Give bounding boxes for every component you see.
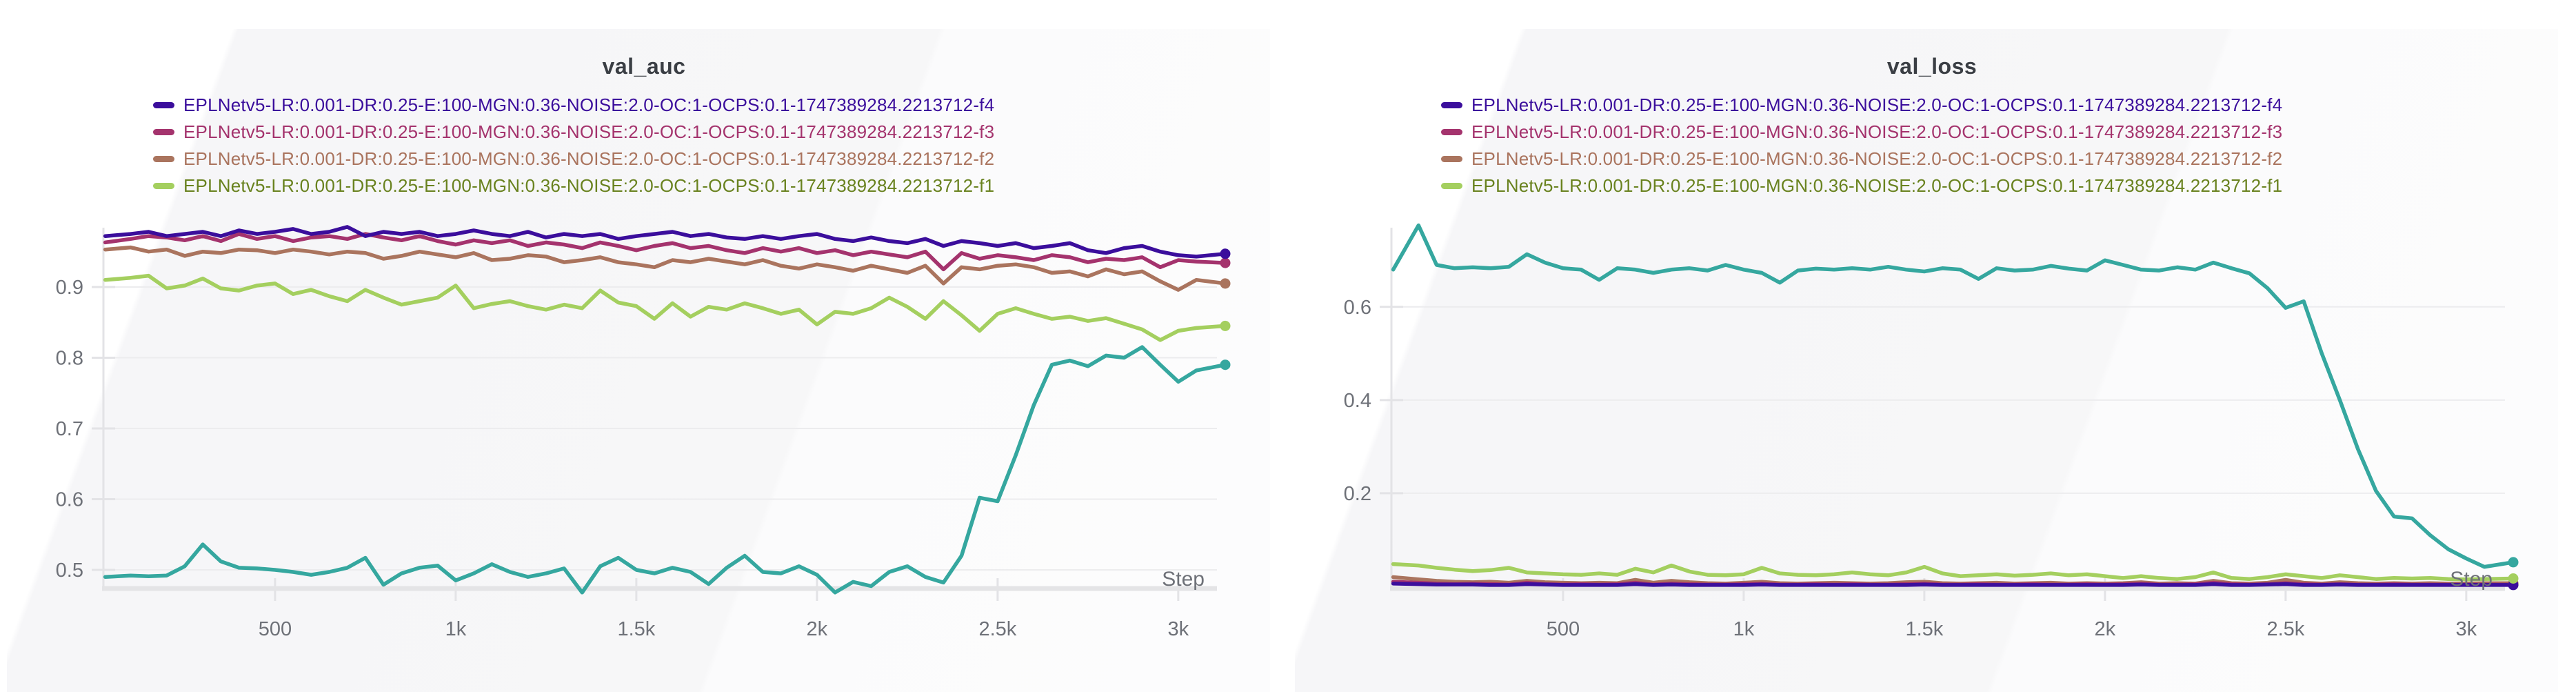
- series-end-dot: [1220, 320, 1231, 331]
- x-tick-label: 2k: [807, 618, 828, 640]
- legend-item[interactable]: EPLNetv5-LR:0.001-DR:0.25-E:100-MGN:0.36…: [153, 172, 994, 199]
- x-tick-label: 1.5k: [1905, 618, 1943, 640]
- legend-item[interactable]: EPLNetv5-LR:0.001-DR:0.25-E:100-MGN:0.36…: [1441, 172, 2282, 199]
- series-line-unlabeled: [103, 345, 1227, 595]
- y-tick-label: 0.9: [56, 277, 83, 299]
- legend-item-label: EPLNetv5-LR:0.001-DR:0.25-E:100-MGN:0.36…: [183, 148, 995, 169]
- x-tick-label: 1k: [1733, 618, 1755, 640]
- legend-marker-icon: [153, 102, 174, 108]
- x-axis-title: Step: [1162, 568, 1205, 591]
- series-line: [103, 232, 1227, 272]
- legend-marker-icon: [1441, 102, 1462, 108]
- y-tick-label: 0.6: [56, 488, 83, 511]
- series-end-dot: [1220, 248, 1231, 259]
- x-tick-label: 2.5k: [2266, 618, 2304, 640]
- x-tick-label: 3k: [2456, 618, 2477, 640]
- y-tick-label: 0.7: [56, 418, 83, 440]
- legend-marker-icon: [153, 156, 174, 162]
- x-tick-label: 1.5k: [617, 618, 655, 640]
- x-tick-label: 2.5k: [978, 618, 1016, 640]
- legend-item-label: EPLNetv5-LR:0.001-DR:0.25-E:100-MGN:0.36…: [1471, 121, 2283, 142]
- legend-marker-icon: [153, 129, 174, 135]
- legend-item-label: EPLNetv5-LR:0.001-DR:0.25-E:100-MGN:0.36…: [183, 95, 995, 115]
- y-tick-label: 0.8: [56, 347, 83, 369]
- series-end-dot: [1220, 359, 1231, 370]
- val-loss-plot-area[interactable]: 0.6 0.4 0.2 500 1k 1.5k 2k 2.5k 3k Step: [1288, 0, 2576, 692]
- legend-item-label: EPLNetv5-LR:0.001-DR:0.25-E:100-MGN:0.36…: [1471, 175, 2283, 196]
- panel-val-loss: val_loss EPLNetv5-LR:0.001-DR:0.25-E:100…: [1288, 0, 2576, 692]
- y-tick-label: 0.2: [1344, 483, 1371, 505]
- legend-item[interactable]: EPLNetv5-LR:0.001-DR:0.25-E:100-MGN:0.36…: [1441, 119, 2282, 146]
- legend: EPLNetv5-LR:0.001-DR:0.25-E:100-MGN:0.36…: [153, 92, 994, 199]
- x-axis-title: Step: [2450, 568, 2493, 591]
- legend-item-label: EPLNetv5-LR:0.001-DR:0.25-E:100-MGN:0.36…: [1471, 95, 2283, 115]
- series-line: [103, 245, 1227, 292]
- legend-marker-icon: [153, 183, 174, 189]
- series-end-dot: [1220, 257, 1231, 268]
- legend-item[interactable]: EPLNetv5-LR:0.001-DR:0.25-E:100-MGN:0.36…: [153, 146, 994, 172]
- series-line: [103, 225, 1227, 259]
- series-end-dot: [1220, 278, 1231, 289]
- x-tick-label: 2k: [2095, 618, 2116, 640]
- legend-marker-icon: [1441, 156, 1462, 162]
- series-line: [1391, 582, 2515, 587]
- x-tick-label: 500: [259, 618, 292, 640]
- series-line: [103, 273, 1227, 342]
- legend: EPLNetv5-LR:0.001-DR:0.25-E:100-MGN:0.36…: [1441, 92, 2282, 199]
- val-auc-plot-area[interactable]: 0.9 0.8 0.7 0.6 0.5 500 1k 1.5k 2k 2.5k 3k Step: [0, 0, 1288, 692]
- legend-item[interactable]: EPLNetv5-LR:0.001-DR:0.25-E:100-MGN:0.36…: [1441, 92, 2282, 119]
- legend-item[interactable]: EPLNetv5-LR:0.001-DR:0.25-E:100-MGN:0.36…: [153, 119, 994, 146]
- chart-title: val_loss: [1886, 54, 1978, 79]
- series-line-unlabeled: [1391, 223, 2515, 569]
- legend-item-label: EPLNetv5-LR:0.001-DR:0.25-E:100-MGN:0.36…: [183, 175, 995, 196]
- y-tick-label: 0.6: [1344, 297, 1371, 319]
- legend-marker-icon: [1441, 183, 1462, 189]
- legend-item[interactable]: EPLNetv5-LR:0.001-DR:0.25-E:100-MGN:0.36…: [153, 92, 994, 119]
- y-tick-label: 0.5: [56, 560, 83, 582]
- series-line: [1391, 562, 2515, 582]
- x-tick-label: 500: [1547, 618, 1580, 640]
- legend-marker-icon: [1441, 129, 1462, 135]
- chart-title: val_auc: [602, 54, 686, 79]
- series-end-dot: [2508, 573, 2519, 584]
- panel-background: [7, 29, 1270, 692]
- legend-item-label: EPLNetv5-LR:0.001-DR:0.25-E:100-MGN:0.36…: [183, 121, 995, 142]
- legend-item-label: EPLNetv5-LR:0.001-DR:0.25-E:100-MGN:0.36…: [1471, 148, 2283, 169]
- x-tick-label: 1k: [445, 618, 467, 640]
- panel-val-auc: val_auc EPLNetv5-LR:0.001-DR:0.25-E:100-…: [0, 0, 1288, 692]
- series-end-dot: [2508, 557, 2519, 568]
- x-tick-label: 3k: [1168, 618, 1189, 640]
- y-tick-label: 0.4: [1344, 390, 1371, 412]
- legend-item[interactable]: EPLNetv5-LR:0.001-DR:0.25-E:100-MGN:0.36…: [1441, 146, 2282, 172]
